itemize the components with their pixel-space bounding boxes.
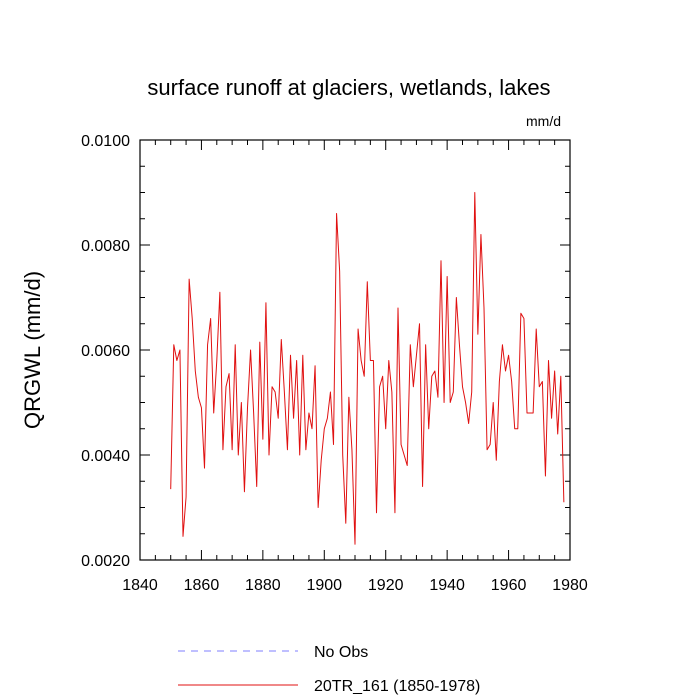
- chart-title: surface runoff at glaciers, wetlands, la…: [147, 75, 550, 100]
- x-tick-label: 1980: [552, 577, 588, 594]
- x-tick-label: 1960: [491, 577, 527, 594]
- axis-ticks: [139, 139, 571, 561]
- x-tick-label: 1940: [429, 577, 465, 594]
- tick-labels: 1840 1860 1880 1900 1920 1940 1960 1980 0.0020 0.…: [81, 133, 588, 594]
- legend-label-no-obs: No Obs: [314, 644, 368, 661]
- y-tick-label: 0.0100: [81, 133, 130, 150]
- legend: No Obs 20TR_161 (1850-1978): [178, 644, 480, 695]
- y-tick-label: 0.0080: [81, 238, 130, 255]
- x-tick-label: 1860: [184, 577, 220, 594]
- x-tick-label: 1880: [245, 577, 281, 594]
- legend-label-20tr-161: 20TR_161 (1850-1978): [314, 678, 480, 695]
- x-tick-label: 1840: [122, 577, 158, 594]
- y-axis-label: QRGWL (mm/d): [20, 271, 45, 429]
- units-label: mm/d: [526, 113, 561, 129]
- y-tick-label: 0.0020: [81, 553, 130, 570]
- y-tick-label: 0.0060: [81, 343, 130, 360]
- x-tick-label: 1900: [306, 577, 342, 594]
- series-line-1: [170, 192, 565, 545]
- plot-frame: [139, 139, 571, 561]
- plot-series: [170, 192, 565, 545]
- x-tick-label: 1920: [368, 577, 404, 594]
- y-tick-label: 0.0040: [81, 448, 130, 465]
